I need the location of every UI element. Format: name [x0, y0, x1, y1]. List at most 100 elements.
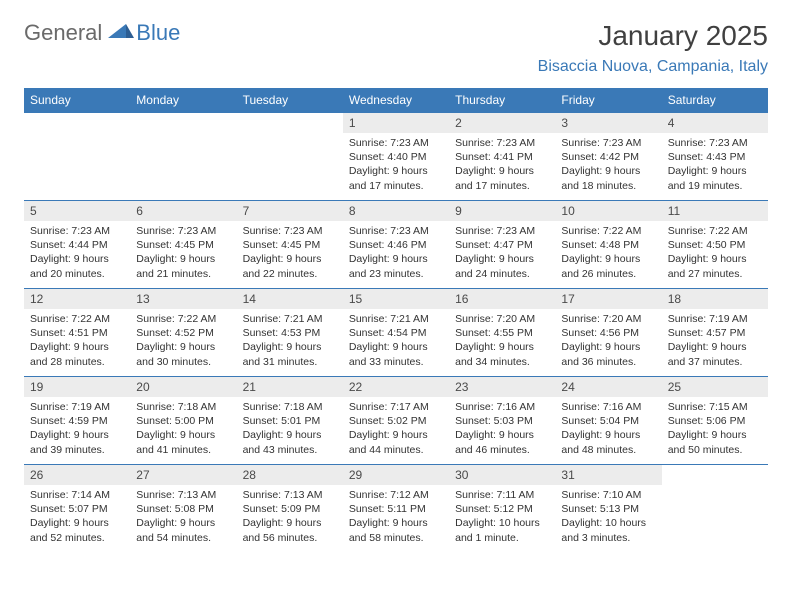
day-cell: 17Sunrise: 7:20 AMSunset: 4:56 PMDayligh…	[555, 289, 661, 377]
day-cell: 5Sunrise: 7:23 AMSunset: 4:44 PMDaylight…	[24, 201, 130, 289]
day-number: 12	[24, 289, 130, 309]
logo: General Blue	[24, 20, 180, 46]
day-cell: 13Sunrise: 7:22 AMSunset: 4:52 PMDayligh…	[130, 289, 236, 377]
day-cell: 31Sunrise: 7:10 AMSunset: 5:13 PMDayligh…	[555, 465, 661, 553]
day-info: Sunrise: 7:16 AMSunset: 5:03 PMDaylight:…	[449, 397, 555, 463]
day-info: Sunrise: 7:12 AMSunset: 5:11 PMDaylight:…	[343, 485, 449, 551]
daylight-text: Daylight: 9 hours and 56 minutes.	[243, 516, 337, 544]
day-number: 3	[555, 113, 661, 133]
daylight-text: Daylight: 9 hours and 50 minutes.	[668, 428, 762, 456]
daylight-text: Daylight: 9 hours and 21 minutes.	[136, 252, 230, 280]
daylight-text: Daylight: 9 hours and 52 minutes.	[30, 516, 124, 544]
daylight-text: Daylight: 9 hours and 39 minutes.	[30, 428, 124, 456]
day-info: Sunrise: 7:23 AMSunset: 4:45 PMDaylight:…	[237, 221, 343, 287]
day-info: Sunrise: 7:23 AMSunset: 4:40 PMDaylight:…	[343, 133, 449, 199]
sunrise-text: Sunrise: 7:22 AM	[668, 224, 762, 238]
day-number: 19	[24, 377, 130, 397]
day-info: Sunrise: 7:18 AMSunset: 5:00 PMDaylight:…	[130, 397, 236, 463]
day-number: 23	[449, 377, 555, 397]
sunrise-text: Sunrise: 7:15 AM	[668, 400, 762, 414]
day-number: 8	[343, 201, 449, 221]
daylight-text: Daylight: 9 hours and 28 minutes.	[30, 340, 124, 368]
sunset-text: Sunset: 4:40 PM	[349, 150, 443, 164]
day-number: 24	[555, 377, 661, 397]
day-cell: 3Sunrise: 7:23 AMSunset: 4:42 PMDaylight…	[555, 113, 661, 201]
sunset-text: Sunset: 4:45 PM	[136, 238, 230, 252]
day-number: 5	[24, 201, 130, 221]
sunrise-text: Sunrise: 7:19 AM	[30, 400, 124, 414]
day-number: 22	[343, 377, 449, 397]
sunset-text: Sunset: 5:00 PM	[136, 414, 230, 428]
sunrise-text: Sunrise: 7:10 AM	[561, 488, 655, 502]
day-number: 2	[449, 113, 555, 133]
sunset-text: Sunset: 5:13 PM	[561, 502, 655, 516]
sunrise-text: Sunrise: 7:16 AM	[561, 400, 655, 414]
daylight-text: Daylight: 9 hours and 43 minutes.	[243, 428, 337, 456]
day-info: Sunrise: 7:23 AMSunset: 4:46 PMDaylight:…	[343, 221, 449, 287]
daylight-text: Daylight: 9 hours and 17 minutes.	[349, 164, 443, 192]
sunrise-text: Sunrise: 7:18 AM	[243, 400, 337, 414]
daylight-text: Daylight: 9 hours and 48 minutes.	[561, 428, 655, 456]
day-cell: 7Sunrise: 7:23 AMSunset: 4:45 PMDaylight…	[237, 201, 343, 289]
day-cell: 22Sunrise: 7:17 AMSunset: 5:02 PMDayligh…	[343, 377, 449, 465]
daylight-text: Daylight: 9 hours and 30 minutes.	[136, 340, 230, 368]
calendar-page: General Blue January 2025 Bisaccia Nuova…	[0, 0, 792, 573]
day-number: 25	[662, 377, 768, 397]
sunrise-text: Sunrise: 7:20 AM	[561, 312, 655, 326]
daylight-text: Daylight: 9 hours and 58 minutes.	[349, 516, 443, 544]
week-row: 5Sunrise: 7:23 AMSunset: 4:44 PMDaylight…	[24, 201, 768, 289]
day-info: Sunrise: 7:22 AMSunset: 4:50 PMDaylight:…	[662, 221, 768, 287]
day-number: 28	[237, 465, 343, 485]
dow-sunday: Sunday	[24, 88, 130, 113]
day-number: 30	[449, 465, 555, 485]
day-info: Sunrise: 7:23 AMSunset: 4:42 PMDaylight:…	[555, 133, 661, 199]
daylight-text: Daylight: 10 hours and 1 minute.	[455, 516, 549, 544]
sunset-text: Sunset: 5:07 PM	[30, 502, 124, 516]
location-subtitle: Bisaccia Nuova, Campania, Italy	[538, 58, 768, 76]
day-info: Sunrise: 7:23 AMSunset: 4:44 PMDaylight:…	[24, 221, 130, 287]
sunset-text: Sunset: 5:04 PM	[561, 414, 655, 428]
daylight-text: Daylight: 9 hours and 26 minutes.	[561, 252, 655, 280]
day-number: 9	[449, 201, 555, 221]
sunrise-text: Sunrise: 7:23 AM	[668, 136, 762, 150]
day-cell: 16Sunrise: 7:20 AMSunset: 4:55 PMDayligh…	[449, 289, 555, 377]
sunrise-text: Sunrise: 7:13 AM	[243, 488, 337, 502]
day-cell: 2Sunrise: 7:23 AMSunset: 4:41 PMDaylight…	[449, 113, 555, 201]
sunrise-text: Sunrise: 7:18 AM	[136, 400, 230, 414]
day-number: 15	[343, 289, 449, 309]
day-info: Sunrise: 7:23 AMSunset: 4:41 PMDaylight:…	[449, 133, 555, 199]
day-number: 7	[237, 201, 343, 221]
daylight-text: Daylight: 9 hours and 22 minutes.	[243, 252, 337, 280]
day-number: 1	[343, 113, 449, 133]
day-info: Sunrise: 7:18 AMSunset: 5:01 PMDaylight:…	[237, 397, 343, 463]
sunset-text: Sunset: 5:01 PM	[243, 414, 337, 428]
header-row: General Blue January 2025 Bisaccia Nuova…	[24, 20, 768, 76]
sunrise-text: Sunrise: 7:22 AM	[561, 224, 655, 238]
dow-thursday: Thursday	[449, 88, 555, 113]
day-cell: 27Sunrise: 7:13 AMSunset: 5:08 PMDayligh…	[130, 465, 236, 553]
sunset-text: Sunset: 4:47 PM	[455, 238, 549, 252]
day-number: 6	[130, 201, 236, 221]
day-cell: 6Sunrise: 7:23 AMSunset: 4:45 PMDaylight…	[130, 201, 236, 289]
sunrise-text: Sunrise: 7:17 AM	[349, 400, 443, 414]
daylight-text: Daylight: 9 hours and 54 minutes.	[136, 516, 230, 544]
day-cell: 28Sunrise: 7:13 AMSunset: 5:09 PMDayligh…	[237, 465, 343, 553]
day-info: Sunrise: 7:10 AMSunset: 5:13 PMDaylight:…	[555, 485, 661, 551]
sunset-text: Sunset: 4:51 PM	[30, 326, 124, 340]
sunrise-text: Sunrise: 7:21 AM	[349, 312, 443, 326]
day-number: 16	[449, 289, 555, 309]
sunrise-text: Sunrise: 7:23 AM	[243, 224, 337, 238]
sunrise-text: Sunrise: 7:21 AM	[243, 312, 337, 326]
sunrise-text: Sunrise: 7:11 AM	[455, 488, 549, 502]
sunset-text: Sunset: 4:42 PM	[561, 150, 655, 164]
day-number	[662, 465, 768, 471]
day-info: Sunrise: 7:22 AMSunset: 4:52 PMDaylight:…	[130, 309, 236, 375]
day-cell: 21Sunrise: 7:18 AMSunset: 5:01 PMDayligh…	[237, 377, 343, 465]
dow-saturday: Saturday	[662, 88, 768, 113]
logo-text-blue: Blue	[136, 20, 180, 46]
day-info: Sunrise: 7:21 AMSunset: 4:54 PMDaylight:…	[343, 309, 449, 375]
day-info: Sunrise: 7:20 AMSunset: 4:55 PMDaylight:…	[449, 309, 555, 375]
sunset-text: Sunset: 4:53 PM	[243, 326, 337, 340]
sunset-text: Sunset: 4:46 PM	[349, 238, 443, 252]
day-info: Sunrise: 7:23 AMSunset: 4:43 PMDaylight:…	[662, 133, 768, 199]
